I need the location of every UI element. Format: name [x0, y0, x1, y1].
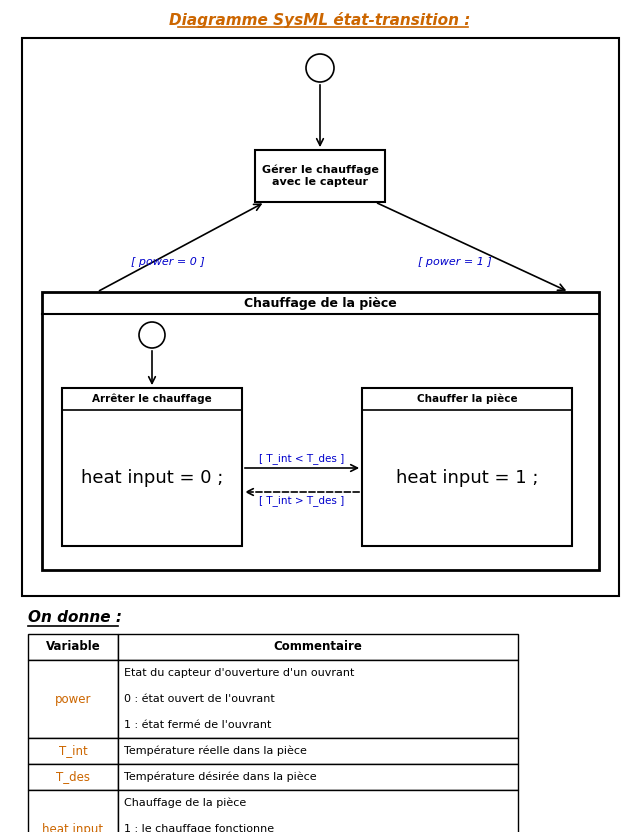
Text: [ T_int > T_des ]: [ T_int > T_des ]: [260, 496, 345, 507]
Text: Température réelle dans la pièce: Température réelle dans la pièce: [124, 745, 307, 756]
FancyBboxPatch shape: [28, 738, 118, 764]
Text: power: power: [54, 692, 91, 706]
FancyBboxPatch shape: [42, 292, 599, 570]
Text: Chauffage de la pièce: Chauffage de la pièce: [244, 296, 397, 310]
FancyBboxPatch shape: [28, 764, 118, 790]
Text: heat input = 1 ;: heat input = 1 ;: [395, 469, 538, 487]
Text: Arrêter le chauffage: Arrêter le chauffage: [92, 394, 212, 404]
FancyBboxPatch shape: [118, 634, 518, 660]
Text: 0 : état ouvert de l'ouvrant: 0 : état ouvert de l'ouvrant: [124, 694, 275, 704]
Text: Commentaire: Commentaire: [274, 641, 362, 653]
Text: Chauffage de la pièce: Chauffage de la pièce: [124, 798, 246, 808]
FancyBboxPatch shape: [118, 738, 518, 764]
FancyBboxPatch shape: [255, 150, 385, 202]
Text: heat input = 0 ;: heat input = 0 ;: [81, 469, 223, 487]
Text: Variable: Variable: [46, 641, 101, 653]
Text: Gérer le chauffage
avec le capteur: Gérer le chauffage avec le capteur: [262, 165, 378, 187]
Circle shape: [139, 322, 165, 348]
FancyBboxPatch shape: [22, 38, 619, 596]
FancyBboxPatch shape: [118, 660, 518, 738]
FancyBboxPatch shape: [28, 660, 118, 738]
FancyBboxPatch shape: [28, 790, 118, 832]
FancyBboxPatch shape: [62, 388, 242, 546]
Text: Diagramme SysML état-transition :: Diagramme SysML état-transition :: [169, 12, 470, 28]
Text: Chauffer la pièce: Chauffer la pièce: [417, 394, 517, 404]
Text: heat input: heat input: [42, 823, 104, 832]
Text: Température désirée dans la pièce: Température désirée dans la pièce: [124, 772, 317, 782]
Text: 1 : le chauffage fonctionne: 1 : le chauffage fonctionne: [124, 824, 274, 832]
Text: [ power = 0 ]: [ power = 0 ]: [131, 257, 205, 267]
FancyBboxPatch shape: [362, 388, 572, 546]
Circle shape: [306, 54, 334, 82]
Text: T_des: T_des: [56, 770, 90, 784]
FancyBboxPatch shape: [28, 634, 118, 660]
Text: Etat du capteur d'ouverture d'un ouvrant: Etat du capteur d'ouverture d'un ouvrant: [124, 668, 354, 678]
Text: [ power = 1 ]: [ power = 1 ]: [418, 257, 492, 267]
Text: 1 : état fermé de l'ouvrant: 1 : état fermé de l'ouvrant: [124, 720, 271, 730]
Text: On donne :: On donne :: [28, 611, 122, 626]
FancyBboxPatch shape: [118, 790, 518, 832]
Text: [ T_int < T_des ]: [ T_int < T_des ]: [260, 453, 345, 464]
FancyBboxPatch shape: [118, 764, 518, 790]
Text: T_int: T_int: [58, 745, 87, 757]
